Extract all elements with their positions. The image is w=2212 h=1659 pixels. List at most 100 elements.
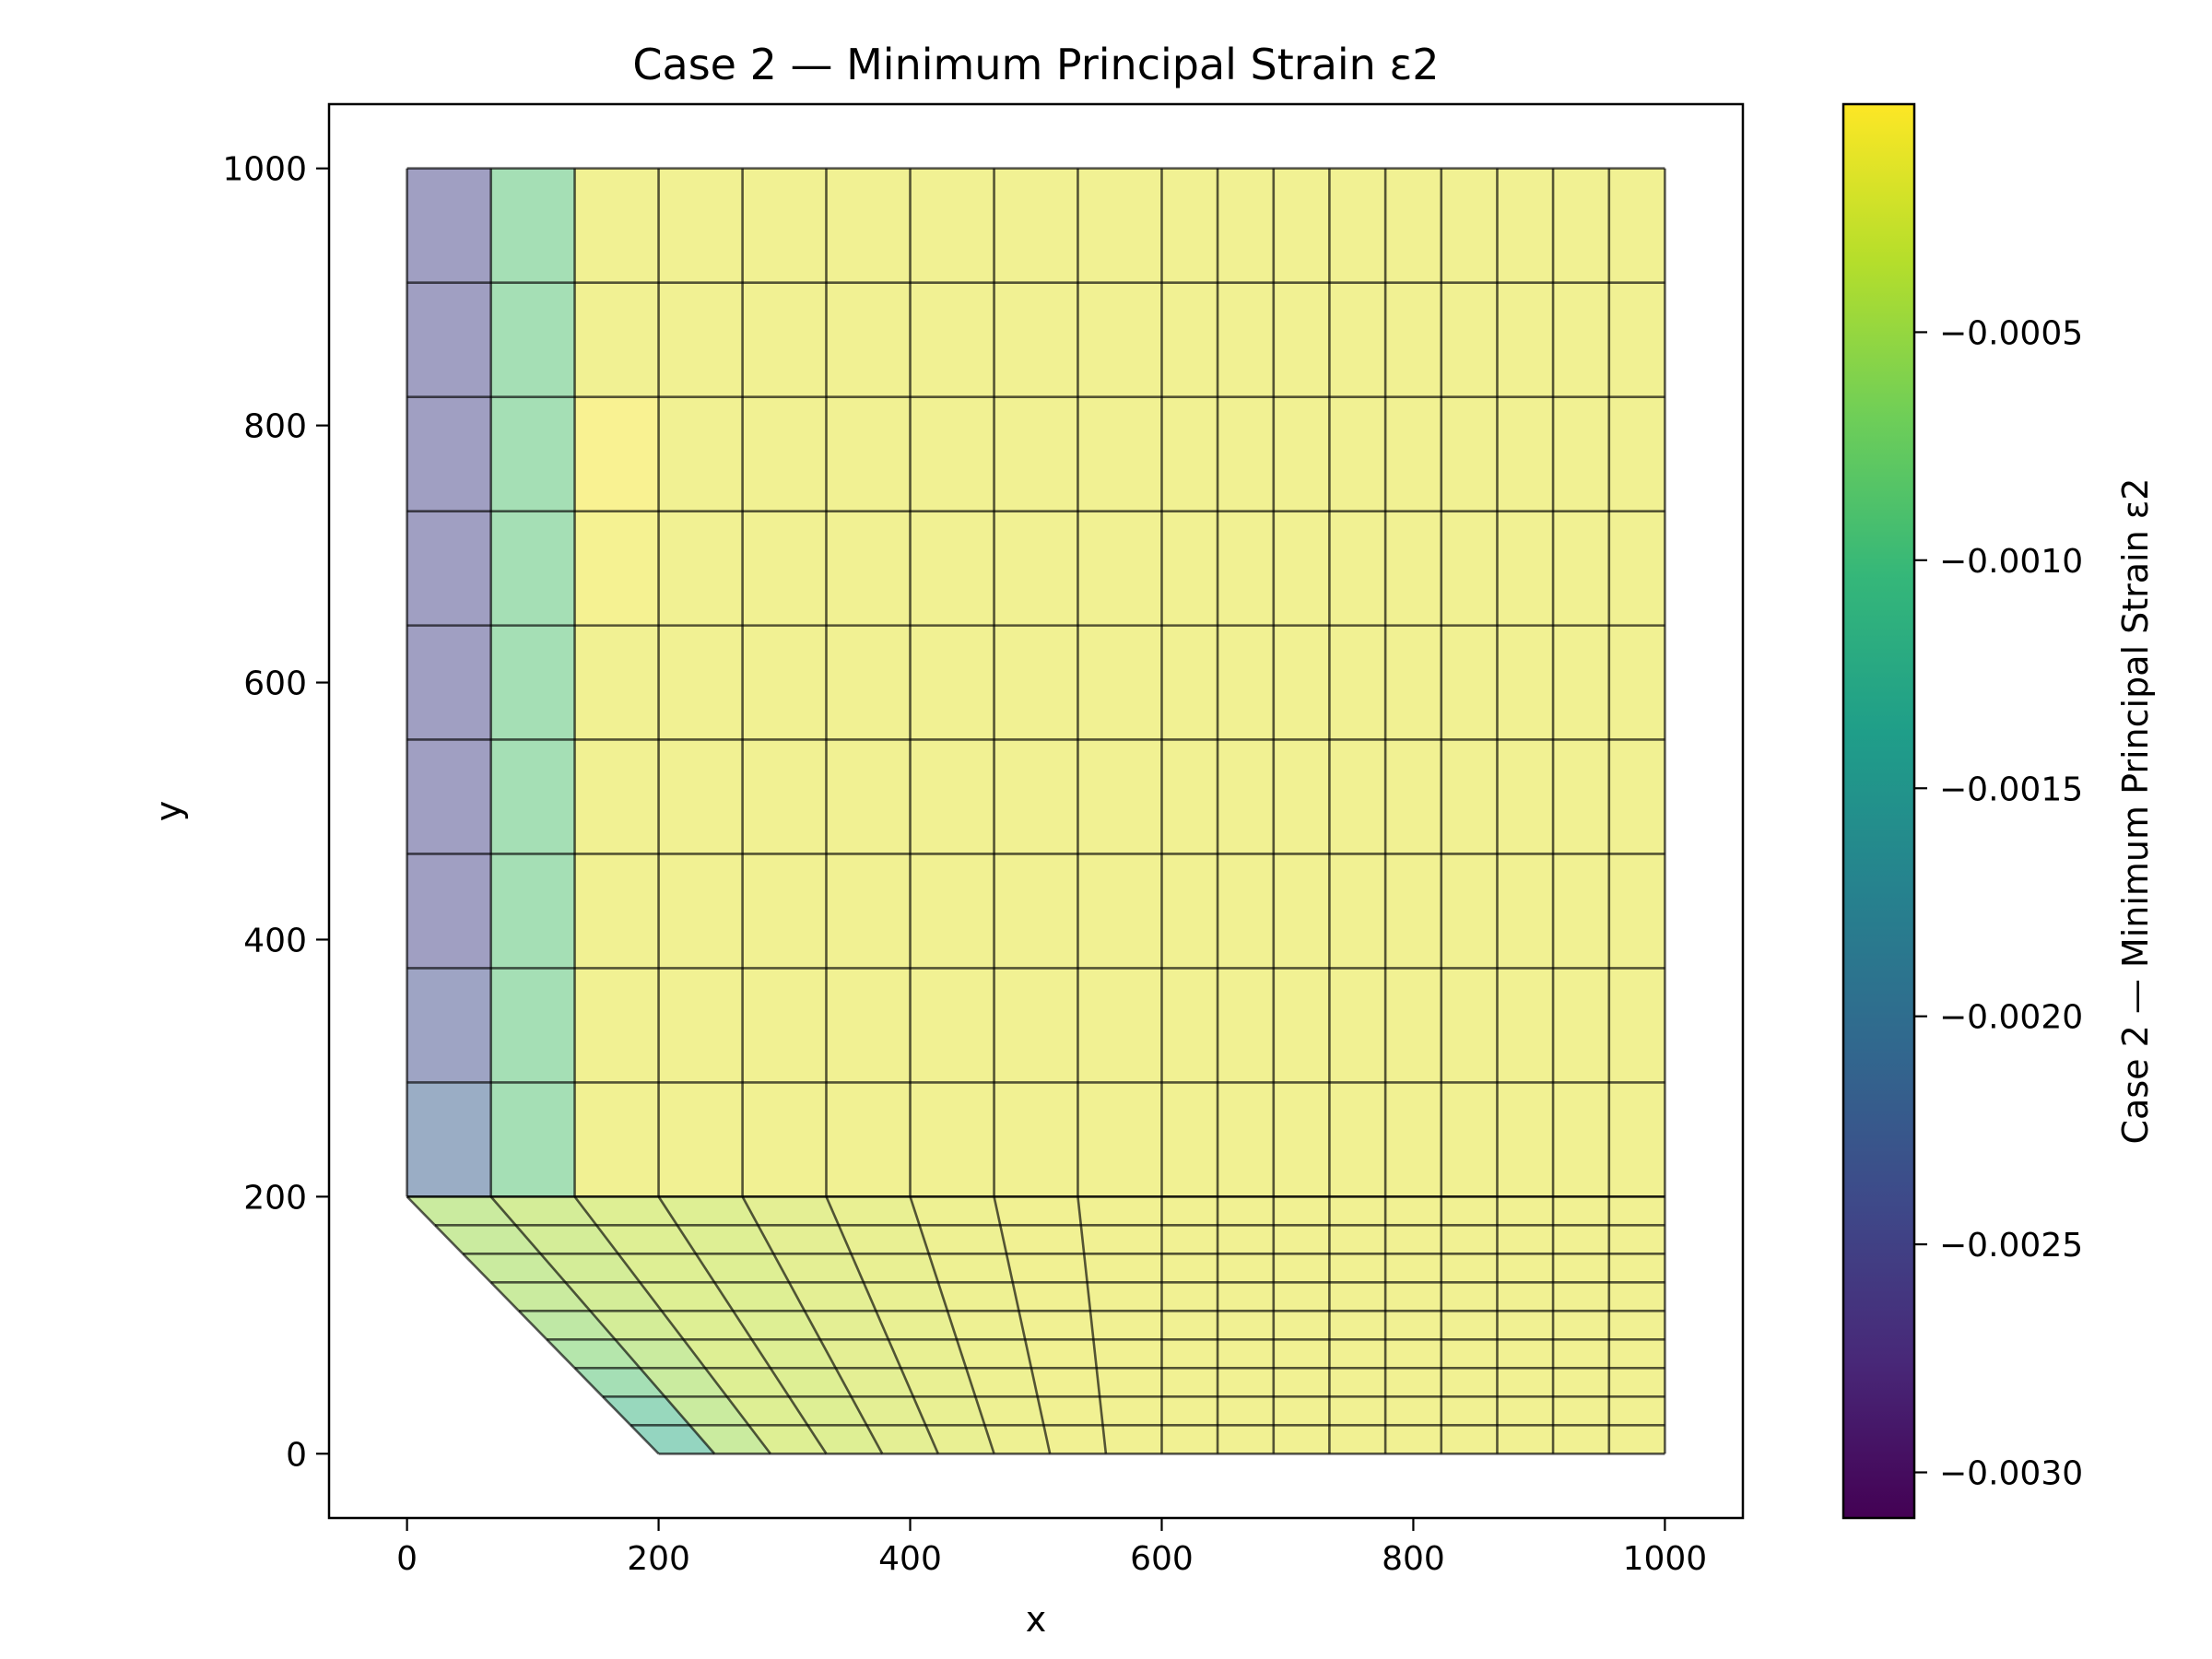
- mesh-cell: [835, 1368, 913, 1397]
- mesh-cell: [819, 1339, 901, 1369]
- mesh-cell: [1385, 1282, 1441, 1312]
- mesh-cell: [1553, 625, 1609, 740]
- mesh-cell: [1553, 1339, 1609, 1369]
- mesh-cell: [733, 1311, 820, 1340]
- mesh-cell: [1161, 282, 1218, 397]
- mesh-cell: [1329, 1425, 1386, 1454]
- mesh-cell: [1273, 511, 1330, 626]
- mesh-cell: [912, 1396, 985, 1426]
- mesh-cell: [804, 1311, 888, 1340]
- mesh-cell: [925, 1425, 994, 1454]
- colorbar-tick-label: −0.0020: [1939, 999, 2083, 1037]
- y-tick-label: 0: [286, 1436, 307, 1474]
- mesh-cell: [1006, 1253, 1088, 1283]
- mesh-cell: [1273, 1225, 1330, 1254]
- mesh-cell: [406, 511, 491, 626]
- mesh-cell: [1273, 1425, 1330, 1454]
- mesh-edge: [573, 1195, 771, 1455]
- mesh-cell: [658, 1196, 759, 1226]
- mesh-cell: [851, 1396, 926, 1426]
- x-tick-label: 400: [878, 1540, 942, 1578]
- y-tick-label: 800: [243, 408, 307, 446]
- mesh-cell: [876, 1311, 958, 1340]
- mesh-cell: [1093, 1339, 1162, 1369]
- mesh-cell: [994, 1082, 1078, 1197]
- mesh-cell: [919, 1225, 1007, 1254]
- mesh-cell: [773, 1253, 864, 1283]
- mesh-cell: [1329, 168, 1386, 283]
- mesh-cell: [1273, 1253, 1330, 1283]
- mesh-cell: [1329, 739, 1386, 854]
- mesh-cell: [1329, 968, 1386, 1083]
- mesh-cell: [658, 853, 743, 969]
- mesh-cell: [1218, 168, 1274, 283]
- mesh-cell: [1385, 739, 1441, 854]
- mesh-cell: [1273, 168, 1330, 283]
- mesh-cell: [770, 1368, 852, 1397]
- mesh-edge: [406, 1195, 660, 1455]
- chart-title: Case 2 — Minimum Principal Strain ε2: [632, 40, 1439, 89]
- mesh-cell: [1497, 1396, 1554, 1426]
- mesh-cell: [758, 1225, 852, 1254]
- mesh-cell: [1218, 1311, 1274, 1340]
- mesh-cell: [1608, 396, 1665, 512]
- mesh-cell: [658, 511, 743, 626]
- mesh-cell: [1553, 1311, 1609, 1340]
- mesh-cell: [726, 1396, 808, 1426]
- mesh-edge: [825, 1195, 940, 1454]
- mesh-cell: [910, 282, 994, 397]
- mesh-cell: [1385, 1082, 1441, 1197]
- mesh-cell: [1161, 1396, 1218, 1426]
- mesh-cell: [1273, 1339, 1330, 1369]
- mesh-cell: [826, 625, 911, 740]
- mesh-cell: [1441, 739, 1498, 854]
- mesh-cell: [640, 1368, 727, 1397]
- mesh-edge: [1077, 1196, 1108, 1454]
- mesh-cell: [1608, 282, 1665, 397]
- mesh-cell: [1077, 1196, 1162, 1226]
- mesh-cell: [910, 968, 994, 1083]
- mesh-cell: [1497, 1253, 1554, 1283]
- mesh-cell: [406, 1082, 491, 1197]
- mesh-cell: [1037, 1396, 1103, 1426]
- mesh-cell: [1497, 282, 1554, 397]
- colorbar-frame: [1841, 102, 1916, 1520]
- mesh-cell: [1273, 1311, 1330, 1340]
- mesh-cell: [1553, 853, 1609, 969]
- mesh-cell: [1329, 1196, 1386, 1226]
- mesh-cell: [937, 1282, 1019, 1312]
- mesh-cell: [1025, 1339, 1097, 1369]
- mesh-cell: [1161, 1311, 1218, 1340]
- mesh-cell: [1161, 511, 1218, 626]
- mesh-cell: [1218, 1253, 1274, 1283]
- mesh-cell: [1385, 1425, 1441, 1454]
- mesh-cell: [1329, 1311, 1386, 1340]
- mesh-edge: [489, 1195, 716, 1455]
- mesh-cell: [565, 1282, 662, 1312]
- colorbar-label: Case 2 — Minimum Principal Strain ε2: [2115, 478, 2156, 1145]
- colorbar-tick-label: −0.0010: [1939, 543, 2083, 581]
- mesh-cell: [1497, 1425, 1554, 1454]
- mesh-cell: [826, 739, 911, 854]
- mesh-cell: [1385, 1311, 1441, 1340]
- mesh-cell: [1385, 1396, 1441, 1426]
- mesh-cell: [1553, 1253, 1609, 1283]
- mesh-cell: [714, 1282, 805, 1312]
- mesh-cell: [1441, 1196, 1498, 1226]
- mesh-cell: [1329, 282, 1386, 397]
- mesh-cell: [742, 1082, 827, 1197]
- mesh-cell: [742, 968, 827, 1083]
- mesh-cell: [1329, 1082, 1386, 1197]
- mesh-cell: [406, 396, 491, 512]
- mesh-cell: [574, 625, 659, 740]
- mesh-cell: [751, 1339, 836, 1369]
- x-tick-label: 1000: [1623, 1540, 1708, 1578]
- mesh-cell: [590, 1311, 684, 1340]
- mesh-cell: [1441, 1425, 1498, 1454]
- mesh-cell: [947, 1311, 1026, 1340]
- mesh-cell: [1385, 396, 1441, 512]
- mesh-cell: [994, 625, 1078, 740]
- mesh-cell: [1329, 1396, 1386, 1426]
- mesh-cell: [1084, 1253, 1162, 1283]
- mesh-cell: [1218, 1339, 1274, 1369]
